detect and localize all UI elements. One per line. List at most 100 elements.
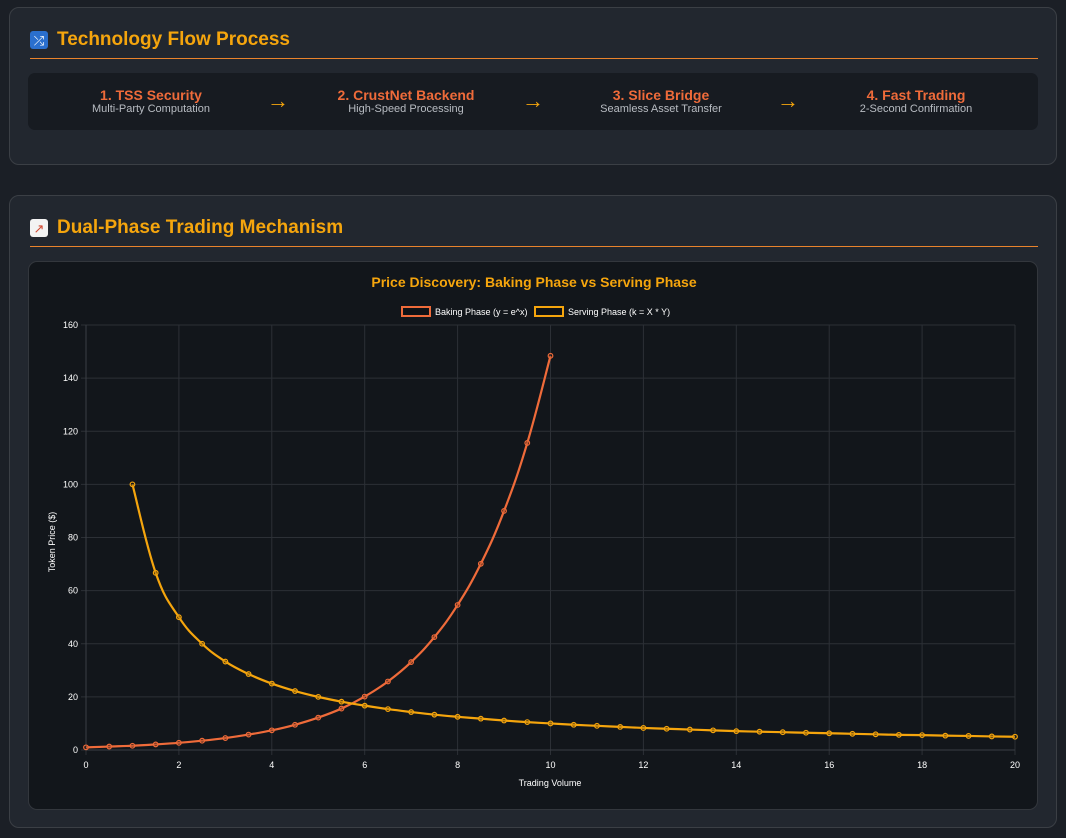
data-point[interactable] (919, 732, 925, 739)
data-point[interactable] (268, 727, 275, 734)
data-point[interactable] (454, 602, 461, 608)
data-point[interactable] (849, 730, 856, 737)
data-point[interactable] (686, 726, 693, 733)
chart-title: Price Discovery: Baking Phase vs Serving… (371, 274, 696, 290)
data-point[interactable] (547, 720, 554, 727)
x-tick-label: 12 (638, 760, 648, 770)
data-point[interactable] (385, 678, 391, 685)
flow-step-subtitle: High-Speed Processing (348, 103, 464, 115)
data-point[interactable] (152, 741, 159, 748)
data-point[interactable] (988, 733, 995, 740)
x-tick-label: 6 (362, 760, 367, 770)
technology-flow-panel: ⤮ Technology Flow Process 1. TSS Securit… (9, 7, 1057, 165)
data-point[interactable] (779, 729, 786, 736)
y-tick-label: 160 (63, 320, 78, 330)
y-tick-label: 80 (68, 533, 78, 543)
x-tick-label: 14 (731, 760, 741, 770)
data-point[interactable] (431, 711, 438, 718)
series-line (85, 355, 552, 749)
flow-section-header: ⤮ Technology Flow Process (30, 28, 1038, 59)
data-point[interactable] (152, 569, 159, 576)
data-point[interactable] (965, 733, 972, 739)
x-axis-title: Trading Volume (519, 778, 582, 788)
data-point[interactable] (199, 640, 206, 647)
data-point[interactable] (431, 634, 438, 641)
data-point[interactable] (756, 728, 763, 735)
data-point[interactable] (408, 709, 415, 715)
data-point[interactable] (338, 705, 345, 712)
data-point[interactable] (710, 727, 716, 734)
data-point[interactable] (594, 722, 600, 729)
data-point[interactable] (733, 728, 740, 735)
data-point[interactable] (245, 671, 252, 677)
right-arrow-icon: → (522, 88, 544, 113)
data-point[interactable] (222, 735, 229, 741)
trading-mechanism-panel: ↗ Dual-Phase Trading Mechanism Price Dis… (9, 195, 1057, 828)
chart-increasing-icon: ↗ (30, 219, 48, 237)
data-point[interactable] (292, 688, 298, 694)
data-point[interactable] (408, 659, 415, 665)
data-point[interactable] (222, 658, 229, 665)
flow-section-title: Technology Flow Process (57, 29, 290, 50)
data-point[interactable] (361, 693, 368, 700)
y-tick-label: 140 (63, 373, 78, 383)
chart-series (83, 352, 1018, 751)
data-point[interactable] (895, 731, 902, 738)
data-point[interactable] (477, 560, 484, 567)
data-point[interactable] (199, 737, 206, 744)
data-point[interactable] (83, 744, 89, 751)
right-arrow-icon: → (777, 88, 799, 113)
legend-item[interactable]: Baking Phase (y = e^x) (401, 306, 528, 317)
data-point[interactable] (106, 743, 113, 750)
x-tick-label: 10 (545, 760, 555, 770)
data-point[interactable] (454, 713, 461, 720)
data-point[interactable] (826, 730, 833, 737)
legend-item[interactable]: Serving Phase (k = X * Y) (534, 306, 670, 317)
data-point[interactable] (942, 732, 949, 739)
chart-ticks: 0 20 40 60 80 100 120 140 160 0 2 4 6 8 10 12 14 16 18 20 (63, 320, 1020, 770)
data-point[interactable] (617, 723, 624, 730)
chart-legend[interactable]: Baking Phase (y = e^x) Serving Phase (k =… (401, 306, 670, 317)
data-point[interactable] (501, 508, 507, 514)
flow-steps-row: 1. TSS Security Multi-Party Computation … (28, 73, 1038, 130)
data-point[interactable] (547, 352, 554, 359)
trading-section-header: ↗ Dual-Phase Trading Mechanism (30, 216, 1038, 247)
legend-swatch (534, 306, 564, 317)
data-point[interactable] (315, 693, 322, 700)
legend-label: Serving Phase (k = X * Y) (568, 307, 670, 317)
data-point[interactable] (570, 721, 577, 728)
right-arrow-icon: → (267, 88, 289, 113)
y-tick-label: 40 (68, 639, 78, 649)
data-point[interactable] (245, 731, 252, 738)
data-point[interactable] (315, 714, 322, 721)
data-point[interactable] (292, 721, 298, 728)
data-point[interactable] (129, 481, 136, 488)
data-point[interactable] (501, 717, 507, 724)
data-point[interactable] (129, 742, 136, 749)
data-point[interactable] (361, 702, 368, 709)
baking-phase-series (83, 352, 554, 751)
x-tick-label: 18 (917, 760, 927, 770)
series-line (131, 484, 1016, 738)
data-point[interactable] (524, 440, 531, 446)
data-point[interactable] (640, 725, 647, 731)
data-point[interactable] (524, 719, 531, 726)
data-point[interactable] (1012, 733, 1018, 740)
data-point[interactable] (385, 706, 391, 712)
data-point[interactable] (663, 725, 670, 732)
data-point[interactable] (338, 698, 345, 705)
legend-label: Baking Phase (y = e^x) (435, 307, 528, 317)
data-point[interactable] (175, 614, 182, 621)
price-discovery-chart: Price Discovery: Baking Phase vs Serving… (28, 261, 1038, 810)
y-tick-label: 20 (68, 692, 78, 702)
data-point[interactable] (175, 739, 182, 746)
flow-step-slice-bridge: 3. Slice Bridge Seamless Asset Transfer (561, 87, 761, 116)
chart-canvas: Price Discovery: Baking Phase vs Serving… (47, 274, 1020, 788)
data-point[interactable] (477, 715, 484, 722)
data-point[interactable] (268, 680, 275, 687)
data-point[interactable] (803, 729, 809, 736)
y-axis-title: Token Price ($) (47, 512, 57, 573)
data-point[interactable] (872, 731, 879, 738)
flow-step-subtitle: Seamless Asset Transfer (600, 103, 722, 115)
y-tick-label: 60 (68, 586, 78, 596)
